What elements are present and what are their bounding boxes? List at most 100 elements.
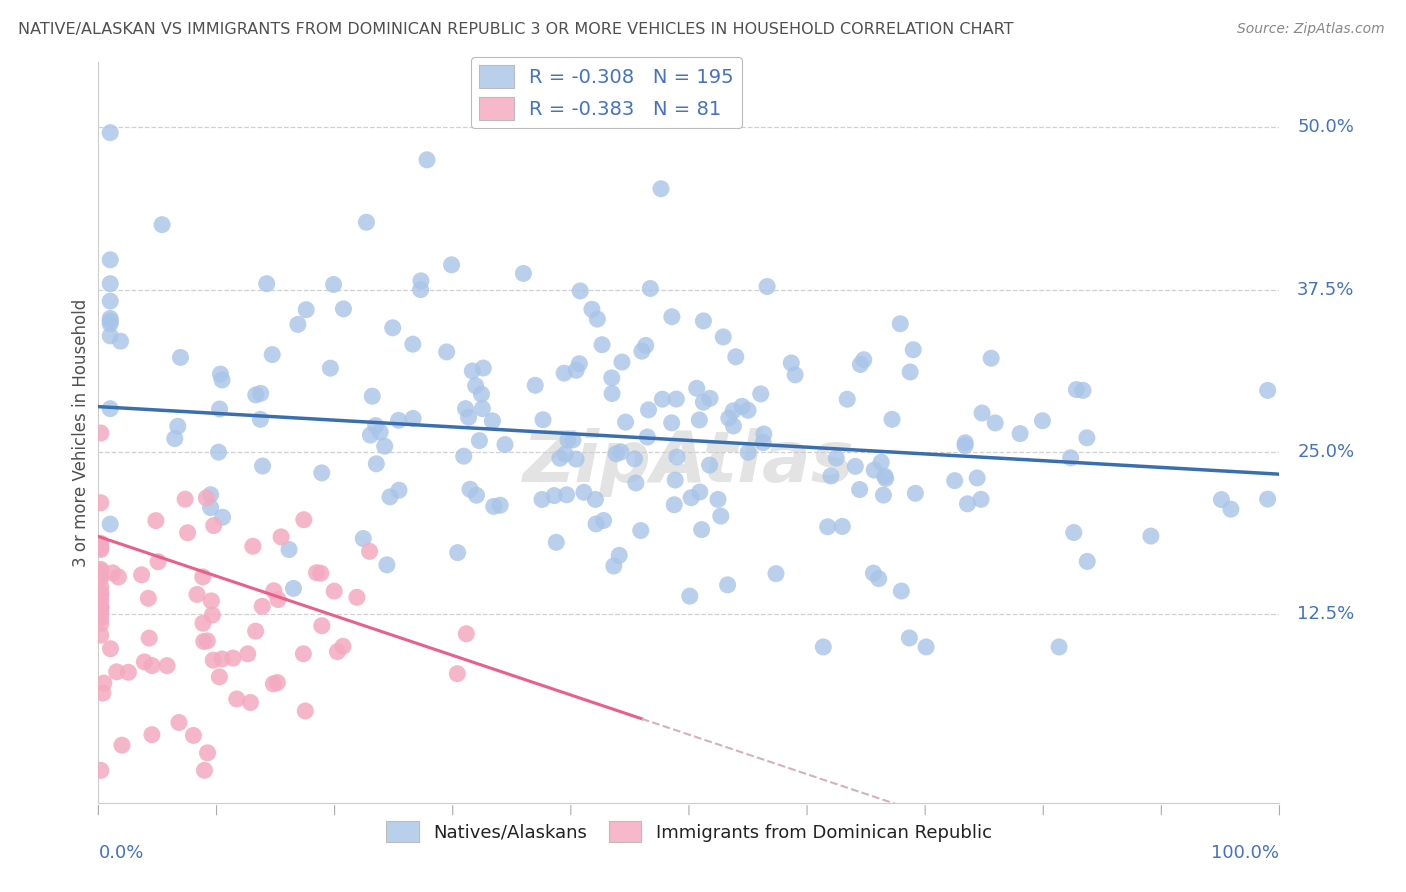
Point <box>524 378 547 392</box>
Text: 12.5%: 12.5% <box>1298 606 1354 624</box>
Text: NATIVE/ALASKAN VS IMMIGRANTS FROM DOMINICAN REPUBLIC 3 OR MORE VEHICLES IN HOUSE: NATIVE/ALASKAN VS IMMIGRANTS FROM DOMINI… <box>18 22 1014 37</box>
Point <box>107 570 129 584</box>
Point <box>387 413 409 427</box>
Point <box>844 459 866 474</box>
Point <box>664 498 686 512</box>
Point <box>90 593 112 607</box>
Point <box>554 447 576 461</box>
Point <box>409 274 432 288</box>
Point <box>785 368 807 382</box>
Point <box>295 302 318 317</box>
Point <box>323 584 346 599</box>
Point <box>1140 529 1163 543</box>
Point <box>249 386 271 401</box>
Point <box>131 567 153 582</box>
Point <box>481 414 503 428</box>
Point <box>586 312 609 326</box>
Point <box>970 406 993 420</box>
Text: 25.0%: 25.0% <box>1298 443 1354 461</box>
Point <box>90 764 112 778</box>
Point <box>359 544 381 558</box>
Point <box>665 392 688 406</box>
Point <box>98 314 121 328</box>
Point <box>831 519 853 533</box>
Point <box>1010 426 1032 441</box>
Point <box>98 252 121 267</box>
Point <box>111 738 134 752</box>
Point <box>98 401 121 416</box>
Point <box>166 419 188 434</box>
Point <box>169 351 191 365</box>
Point <box>270 530 292 544</box>
Point <box>686 381 709 395</box>
Point <box>242 539 264 553</box>
Point <box>375 558 398 572</box>
Text: 100.0%: 100.0% <box>1212 844 1279 862</box>
Point <box>681 491 703 505</box>
Point <box>98 329 121 343</box>
Point <box>378 490 401 504</box>
Point <box>756 279 779 293</box>
Point <box>956 497 979 511</box>
Point <box>692 314 714 328</box>
Point <box>146 555 169 569</box>
Point <box>346 591 368 605</box>
Point <box>90 564 112 578</box>
Point <box>689 485 711 500</box>
Point <box>98 126 121 140</box>
Point <box>292 647 315 661</box>
Point <box>873 469 896 483</box>
Point <box>862 566 884 581</box>
Point <box>98 317 121 331</box>
Point <box>464 378 486 392</box>
Point <box>752 427 775 442</box>
Point <box>150 218 173 232</box>
Point <box>603 559 626 574</box>
Point <box>1211 492 1233 507</box>
Point <box>368 425 391 439</box>
Point <box>737 445 759 459</box>
Point <box>724 350 747 364</box>
Point <box>90 606 112 620</box>
Point <box>472 361 495 376</box>
Point <box>903 343 925 357</box>
Point <box>319 361 342 376</box>
Point <box>454 401 477 416</box>
Point <box>322 277 344 292</box>
Point <box>868 572 890 586</box>
Point <box>105 665 128 679</box>
Point <box>245 388 267 402</box>
Point <box>262 677 284 691</box>
Point <box>90 599 112 614</box>
Point <box>765 566 787 581</box>
Point <box>90 571 112 585</box>
Point <box>262 348 284 362</box>
Point <box>197 746 219 760</box>
Point <box>583 492 606 507</box>
Point <box>287 318 309 332</box>
Point <box>1257 492 1279 507</box>
Point <box>138 631 160 645</box>
Point <box>661 416 683 430</box>
Point <box>176 525 198 540</box>
Point <box>249 412 271 426</box>
Point <box>607 549 630 563</box>
Point <box>200 500 222 515</box>
Point <box>388 483 411 498</box>
Point <box>605 447 627 461</box>
Point <box>208 670 231 684</box>
Point <box>100 641 122 656</box>
Legend: Natives/Alaskans, Immigrants from Dominican Republic: Natives/Alaskans, Immigrants from Domini… <box>380 814 998 849</box>
Point <box>145 514 167 528</box>
Point <box>623 451 645 466</box>
Point <box>195 634 218 648</box>
Point <box>211 510 233 524</box>
Point <box>90 562 112 576</box>
Point <box>889 317 911 331</box>
Point <box>915 640 938 654</box>
Point <box>409 283 432 297</box>
Point <box>880 412 903 426</box>
Text: ZipAtlas: ZipAtlas <box>523 428 855 497</box>
Point <box>557 433 579 447</box>
Point <box>90 536 112 550</box>
